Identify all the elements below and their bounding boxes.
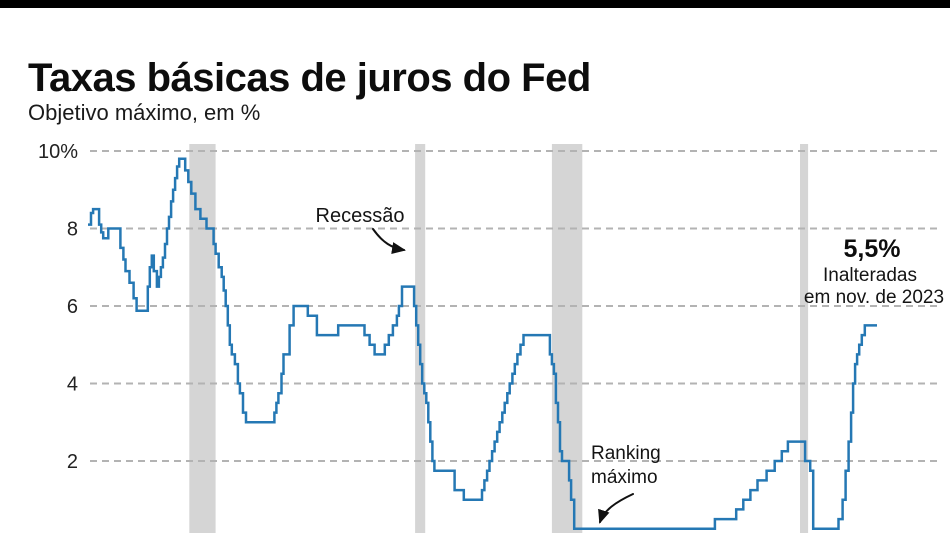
y-axis-tick-labels: 10% 8 6 4 2 — [38, 141, 78, 473]
y-tick-label: 6 — [67, 296, 78, 318]
recession-band — [415, 144, 426, 533]
chart-subtitle: Objetivo máximo, em % — [28, 100, 261, 125]
gridlines — [90, 150, 941, 462]
range-max-arrow — [598, 493, 634, 524]
y-tick-label: 4 — [67, 374, 78, 396]
y-tick-label: 8 — [67, 219, 78, 241]
recession-band — [551, 144, 583, 533]
top-bar — [0, 0, 950, 8]
latest-rate-note-line1: Inalteradas — [823, 265, 917, 286]
latest-rate-note-line2: em nov. de 2023 — [804, 287, 944, 308]
annotations: Recessão Ranking máximo 5,5% Inalteradas… — [316, 205, 944, 524]
range-max-label-line1: Ranking — [591, 443, 661, 464]
recession-bands — [189, 144, 809, 533]
rate-step-line — [88, 157, 877, 531]
chart-title: Taxas básicas de juros do Fed — [28, 55, 591, 100]
latest-rate-value: 5,5% — [844, 235, 901, 263]
y-tick-label: 10% — [38, 141, 78, 163]
recession-band — [800, 144, 809, 533]
y-tick-label: 2 — [67, 451, 78, 473]
recession-band — [189, 144, 216, 533]
recession-label: Recessão — [316, 205, 405, 227]
range-max-label-line2: máximo — [591, 467, 658, 488]
recession-arrow — [372, 228, 406, 254]
